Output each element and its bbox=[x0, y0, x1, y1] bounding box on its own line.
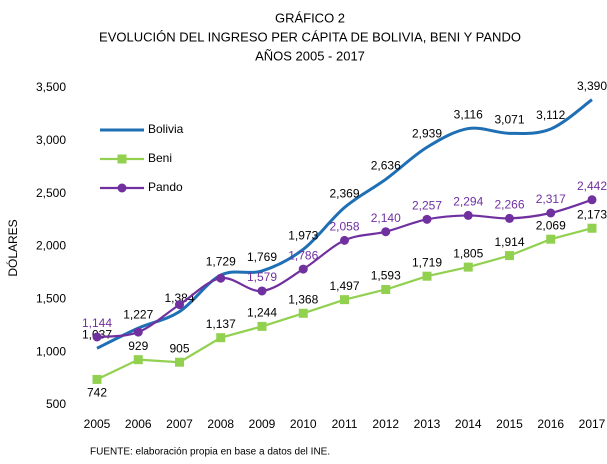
data-label: 1,144 bbox=[82, 316, 112, 330]
y-tick-label: 3,500 bbox=[36, 80, 66, 94]
data-point bbox=[546, 234, 556, 244]
x-tick-label: 2014 bbox=[455, 417, 482, 431]
data-point bbox=[587, 195, 597, 205]
data-point bbox=[133, 327, 143, 337]
data-label: 2,442 bbox=[577, 179, 607, 193]
data-label: 1,368 bbox=[288, 292, 318, 306]
data-label: 2,317 bbox=[536, 192, 566, 206]
data-label: 2,257 bbox=[412, 199, 442, 213]
x-tick-label: 2017 bbox=[579, 417, 606, 431]
data-label: 742 bbox=[87, 386, 107, 400]
data-label: 905 bbox=[169, 341, 189, 355]
x-tick-label: 2016 bbox=[537, 417, 564, 431]
data-point bbox=[463, 210, 473, 220]
y-tick-label: 3,000 bbox=[36, 133, 66, 147]
legend-label: Bolivia bbox=[148, 122, 184, 136]
y-tick-label: 1,500 bbox=[36, 292, 66, 306]
data-label: 1,973 bbox=[288, 229, 318, 243]
chart-title: GRÁFICO 2 bbox=[275, 10, 345, 25]
data-label: 2,294 bbox=[453, 195, 483, 209]
series-line bbox=[96, 98, 593, 350]
data-point bbox=[257, 321, 267, 331]
data-label: 929 bbox=[128, 339, 148, 353]
data-label: 1,914 bbox=[494, 235, 524, 249]
data-label: 2,173 bbox=[577, 207, 607, 221]
data-point bbox=[381, 227, 391, 237]
x-tick-label: 2008 bbox=[207, 417, 234, 431]
x-tick-label: 2009 bbox=[249, 417, 276, 431]
y-axis-label: DÓLARES bbox=[5, 219, 20, 276]
y-tick-label: 500 bbox=[46, 397, 66, 411]
data-point bbox=[422, 214, 432, 224]
data-label: 1,786 bbox=[288, 248, 318, 262]
data-label: 1,805 bbox=[453, 246, 483, 260]
data-label: 2,058 bbox=[329, 220, 359, 234]
data-label: 1,384 bbox=[164, 291, 194, 305]
data-label: 1,719 bbox=[412, 255, 442, 269]
data-point bbox=[175, 357, 184, 367]
data-label: 1,729 bbox=[206, 254, 236, 268]
data-point bbox=[505, 213, 514, 223]
x-tick-label: 2015 bbox=[496, 417, 523, 431]
data-point bbox=[587, 223, 597, 233]
data-label: 2,140 bbox=[371, 211, 401, 225]
legend-marker bbox=[117, 154, 127, 164]
data-label: 2,069 bbox=[536, 218, 566, 232]
y-tick-label: 2,000 bbox=[36, 239, 66, 253]
x-tick-label: 2013 bbox=[414, 417, 441, 431]
data-label: 3,116 bbox=[454, 108, 483, 122]
chart-title: EVOLUCIÓN DEL INGRESO PER CÁPITA DE BOLI… bbox=[99, 29, 521, 44]
x-tick-label: 2012 bbox=[372, 417, 399, 431]
legend-label: Beni bbox=[148, 151, 172, 165]
data-label: 2,939 bbox=[412, 126, 442, 140]
x-tick-label: 2005 bbox=[84, 417, 111, 431]
data-point bbox=[92, 374, 102, 384]
data-label: 2,369 bbox=[329, 187, 359, 201]
data-point bbox=[422, 271, 432, 281]
data-point bbox=[298, 308, 308, 318]
data-point bbox=[340, 295, 349, 305]
y-tick-label: 2,500 bbox=[36, 186, 66, 200]
data-point bbox=[133, 355, 143, 365]
data-point bbox=[216, 333, 226, 343]
data-point bbox=[546, 208, 556, 218]
data-point bbox=[505, 251, 514, 261]
x-tick-label: 2006 bbox=[125, 417, 152, 431]
data-label: 3,112 bbox=[536, 108, 565, 122]
data-label: 1,579 bbox=[247, 270, 277, 284]
x-tick-label: 2007 bbox=[166, 417, 193, 431]
data-point bbox=[298, 264, 308, 274]
data-label: 1,593 bbox=[371, 269, 401, 283]
source-note: FUENTE: elaboración propia en base a dat… bbox=[90, 447, 330, 458]
data-label: 1,244 bbox=[247, 306, 277, 320]
data-point bbox=[340, 235, 349, 245]
x-tick-label: 2011 bbox=[332, 417, 358, 431]
data-point bbox=[216, 273, 226, 283]
data-label: 1,227 bbox=[123, 307, 153, 321]
data-label: 1,137 bbox=[206, 317, 236, 331]
chart-title: AÑOS 2005 - 2017 bbox=[255, 48, 365, 63]
x-tick-label: 2010 bbox=[290, 417, 317, 431]
legend-label: Pando bbox=[148, 180, 183, 194]
data-label: 2,636 bbox=[371, 158, 401, 172]
data-label: 1,497 bbox=[329, 279, 359, 293]
y-tick-label: 1,000 bbox=[36, 344, 66, 358]
data-point bbox=[463, 262, 473, 272]
data-point bbox=[381, 285, 391, 295]
data-label: 2,266 bbox=[494, 198, 524, 212]
data-label: 3,071 bbox=[494, 113, 524, 127]
data-point bbox=[175, 300, 184, 310]
data-label: 3,390 bbox=[577, 79, 607, 93]
data-point bbox=[257, 286, 267, 296]
legend-marker bbox=[117, 183, 127, 193]
data-label: 1,769 bbox=[247, 250, 277, 264]
data-point bbox=[92, 332, 102, 342]
